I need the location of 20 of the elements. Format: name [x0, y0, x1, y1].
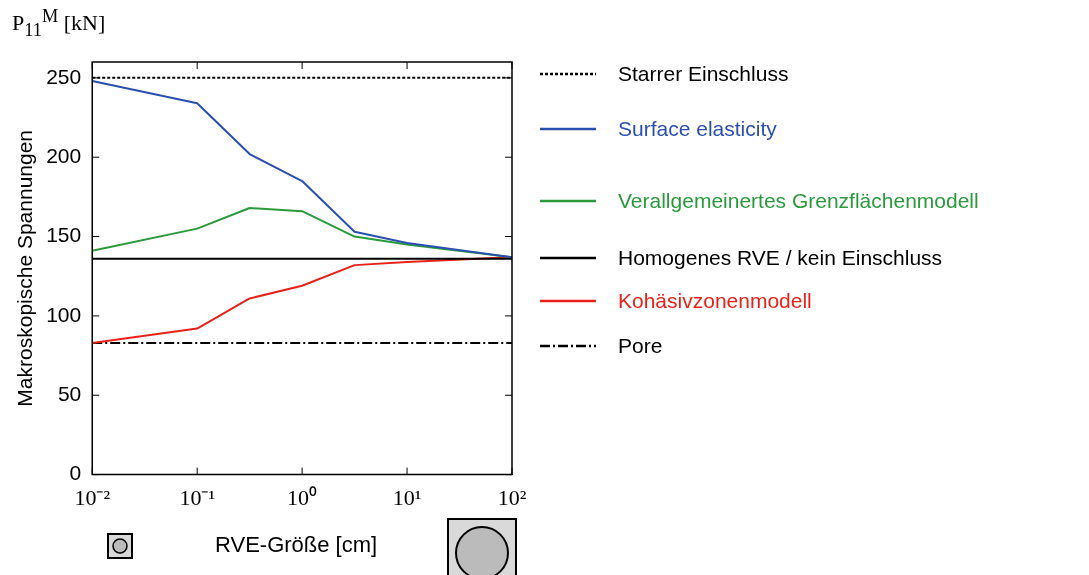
y-tick-label: 100 [46, 302, 82, 326]
x-tick-label: 10¹ [392, 484, 422, 510]
legend-label: Surface elasticity [618, 117, 777, 141]
x-tick-label: 10⁻² [74, 484, 111, 510]
y-axis-title: Makroskopische Spannungen [13, 129, 37, 407]
x-tick-label: 10⁰ [287, 484, 318, 510]
y-tick-label: 150 [46, 223, 82, 247]
text: P$_{11}$$^{M}$ [kN] [12, 6, 106, 41]
y-tick-label: 50 [57, 382, 82, 406]
legend-label: Homogenes RVE / kein Einschluss [618, 246, 943, 270]
legend-label: Starrer Einschluss [618, 62, 789, 86]
x-tick-label: 10² [497, 484, 527, 510]
legend-label: Pore [618, 334, 663, 358]
y-tick-label: 0 [69, 461, 82, 485]
x-tick-label: 10⁻¹ [179, 484, 215, 510]
legend-label: Kohäsivzonenmodell [618, 289, 812, 313]
y-tick-label: 200 [46, 144, 82, 168]
x-axis-title: RVE-Größe [cm] [215, 532, 378, 558]
y-tick-label: 250 [46, 64, 82, 88]
legend-label: Verallgemeinertes Grenzflächenmodell [618, 189, 979, 213]
